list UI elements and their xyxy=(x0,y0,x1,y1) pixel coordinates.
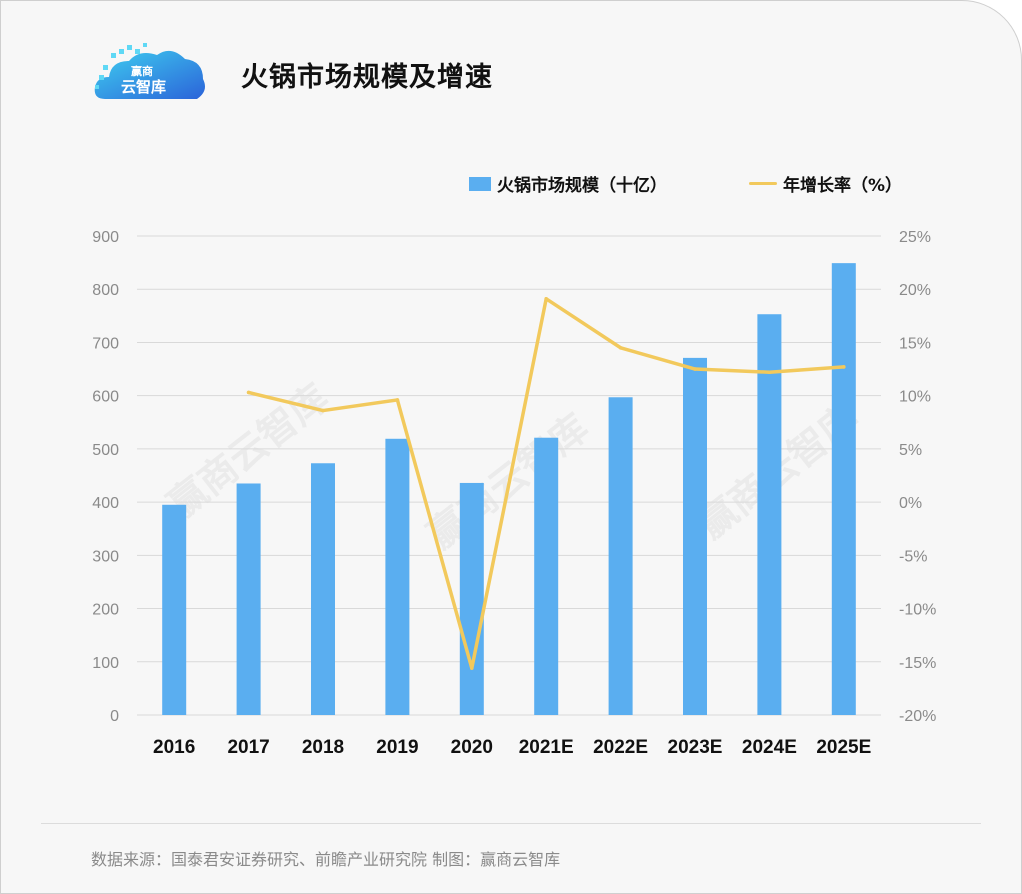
footer-divider xyxy=(41,823,981,824)
bar xyxy=(831,263,856,715)
x-tick-label: 2025E xyxy=(816,737,871,758)
line-point xyxy=(693,367,697,371)
x-tick-label: 2019 xyxy=(376,737,418,758)
y-right-tick-label: 20% xyxy=(899,282,931,299)
legend-line-swatch xyxy=(749,182,777,185)
x-tick-label: 2020 xyxy=(451,737,493,758)
bar xyxy=(608,397,633,715)
y-right-tick-label: 10% xyxy=(899,389,931,406)
x-tick-label: 2016 xyxy=(153,737,195,758)
combo-chart: 0 100 200 300 400 500 600 700 800 900 -20% -15% -10%… xyxy=(92,229,936,758)
x-tick-label: 2018 xyxy=(302,737,344,758)
y-left-tick-label: 700 xyxy=(92,335,119,352)
brand-logo: 赢商 云智库 xyxy=(91,41,209,105)
bar xyxy=(757,314,782,715)
legend-item-line: 年增长率（%） xyxy=(749,171,902,196)
legend-line-label: 年增长率（%） xyxy=(783,176,903,196)
logo-text-top: 赢商 xyxy=(131,64,153,78)
x-tick-label: 2017 xyxy=(227,737,269,758)
bar xyxy=(385,438,410,715)
y-left-tick-label: 100 xyxy=(92,655,119,672)
y-left-tick-label: 400 xyxy=(92,495,119,512)
bar xyxy=(459,482,484,715)
y-right-tick-label: -15% xyxy=(899,655,936,672)
y-left-tick-label: 200 xyxy=(92,602,119,619)
line-point xyxy=(544,297,548,301)
y-left-tick-label: 600 xyxy=(92,389,119,406)
bar xyxy=(236,483,261,715)
y-right-tick-label: 0% xyxy=(899,495,922,512)
y-right-tick-label: -20% xyxy=(899,708,936,725)
line-point xyxy=(767,370,772,375)
line-point xyxy=(246,390,251,395)
bar xyxy=(311,463,335,715)
y-right-tick-label: 5% xyxy=(899,442,922,459)
chart-legend: 火锅市场规模（十亿） 年增长率（%） xyxy=(1,171,1021,197)
line-point xyxy=(618,345,623,350)
y-right-tick-label: -5% xyxy=(899,548,927,565)
x-tick-label: 2023E xyxy=(668,737,723,758)
y-left-tick-label: 300 xyxy=(92,548,119,565)
y-left-tick-label: 900 xyxy=(92,229,119,246)
x-tick-label: 2021E xyxy=(519,737,574,758)
line-point xyxy=(470,666,474,670)
page-title: 火锅市场规模及增速 xyxy=(241,62,493,93)
y-left-tick-label: 500 xyxy=(92,442,119,459)
x-tick-label: 2022E xyxy=(593,737,648,758)
y-right-tick-label: -10% xyxy=(899,602,936,619)
logo-text-bottom: 云智库 xyxy=(121,78,166,96)
legend-bar-swatch xyxy=(469,176,491,191)
bar xyxy=(162,504,187,715)
x-tick-label: 2024E xyxy=(742,737,797,758)
line-point xyxy=(842,365,846,369)
cloud-logo-icon: 赢商 云智库 xyxy=(94,43,205,99)
y-right-tick-label: 15% xyxy=(899,335,931,352)
line-point xyxy=(395,398,400,402)
y-left-tick-label: 800 xyxy=(92,282,119,299)
source-note: 数据来源：国泰君安证券研究、前瞻产业研究院 制图：赢商云智库 xyxy=(91,850,561,869)
y-left-tick-label: 0 xyxy=(110,708,119,725)
bar xyxy=(534,437,559,715)
y-right-tick-label: 25% xyxy=(899,229,931,246)
legend-bar-label: 火锅市场规模（十亿） xyxy=(497,176,667,196)
bar xyxy=(683,357,707,715)
line-point xyxy=(321,408,325,413)
legend-item-bar: 火锅市场规模（十亿） xyxy=(469,171,667,196)
